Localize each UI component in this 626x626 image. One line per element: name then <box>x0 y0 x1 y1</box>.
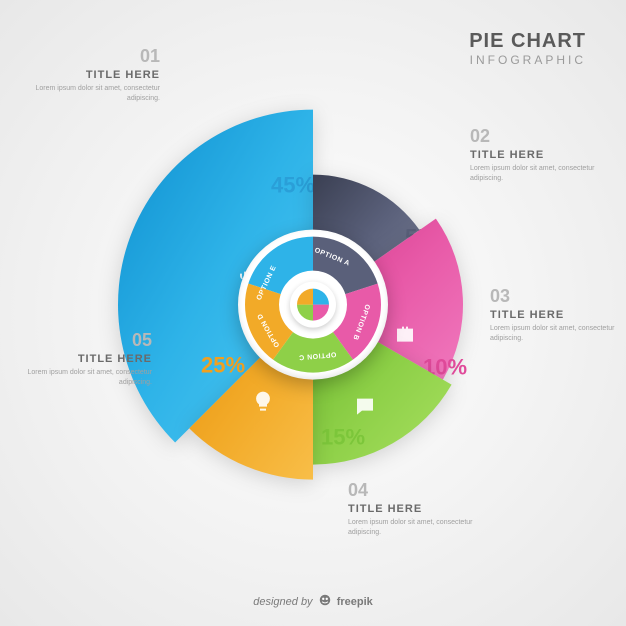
mini-pie <box>290 282 336 328</box>
page-subtitle: INFOGRAPHIC <box>469 53 586 67</box>
callout-title: TITLE HERE <box>30 69 160 81</box>
callout-title: TITLE HERE <box>470 149 600 161</box>
callout-body: Lorem ipsum dolor sit amet, consectetur … <box>30 84 160 104</box>
callout-title: TITLE HERE <box>490 309 620 321</box>
bulb-icon <box>251 390 275 414</box>
callout-body: Lorem ipsum dolor sit amet, consectetur … <box>22 368 152 388</box>
callout-05: 05 TITLE HERE Lorem ipsum dolor sit amet… <box>22 330 152 388</box>
page-title: PIE CHART <box>469 30 586 53</box>
footer-brand: freepik <box>337 596 373 608</box>
callout-number: 01 <box>30 46 160 67</box>
callout-04: 04 TITLE HERE Lorem ipsum dolor sit amet… <box>348 480 478 538</box>
callout-03: 03 TITLE HERE Lorem ipsum dolor sit amet… <box>490 286 620 344</box>
callout-body: Lorem ipsum dolor sit amet, consectetur … <box>490 324 620 344</box>
callout-title: TITLE HERE <box>348 503 478 515</box>
footer-prefix: designed by <box>253 596 312 608</box>
header: PIE CHART INFOGRAPHIC <box>469 30 586 67</box>
callout-title: TITLE HERE <box>22 353 152 365</box>
footer-credit: designed by freepik <box>0 593 626 608</box>
callout-number: 03 <box>490 286 620 307</box>
pie-chart: 45% 5% 10% 15% 25%OPTION AOPTION BOPTION… <box>103 95 523 515</box>
inner-disc: OPTION AOPTION BOPTION COPTION DOPTION E <box>238 230 388 380</box>
callout-number: 02 <box>470 126 600 147</box>
freepik-icon <box>318 593 332 607</box>
callout-02: 02 TITLE HERE Lorem ipsum dolor sit amet… <box>470 126 600 184</box>
callout-body: Lorem ipsum dolor sit amet, consectetur … <box>348 518 478 538</box>
callout-number: 04 <box>348 480 478 501</box>
callout-body: Lorem ipsum dolor sit amet, consectetur … <box>470 164 600 184</box>
callout-01: 01 TITLE HERE Lorem ipsum dolor sit amet… <box>30 46 160 104</box>
callout-number: 05 <box>22 330 152 351</box>
